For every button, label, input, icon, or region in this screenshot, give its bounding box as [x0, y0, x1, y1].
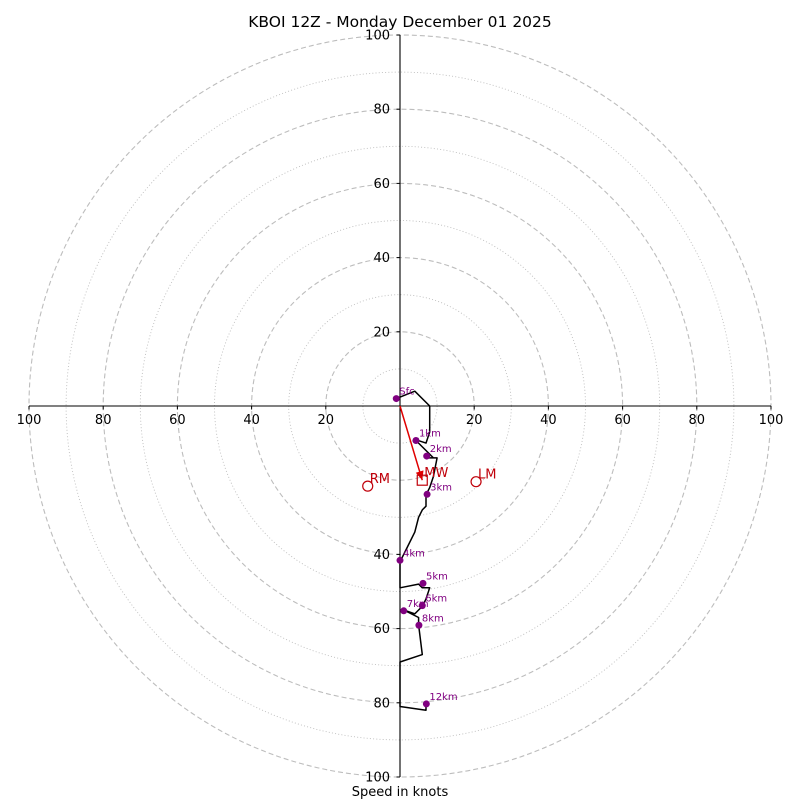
- x-tick-label: 100: [759, 413, 784, 428]
- height-label-2km: 2km: [430, 444, 452, 455]
- height-label-4km: 4km: [403, 548, 425, 559]
- height-point-5km: [419, 579, 427, 587]
- y-tick-label: 80: [373, 103, 390, 118]
- vector-marker-RM: [362, 480, 374, 492]
- height-point-4km: [396, 556, 404, 564]
- height-label-1km: 1km: [419, 429, 441, 440]
- height-label-Sfc: Sfc: [399, 387, 414, 398]
- vector-label-RM: RM: [370, 472, 390, 487]
- height-point-7km: [400, 607, 408, 615]
- y-tick-label: 100: [365, 771, 390, 786]
- height-point-6km: [418, 602, 426, 610]
- height-label-7km: 7km: [407, 599, 429, 610]
- x-tick-label: 40: [243, 413, 260, 428]
- height-label-12km: 12km: [429, 692, 457, 703]
- x-tick-label: 80: [689, 413, 706, 428]
- x-tick-label: 20: [466, 413, 483, 428]
- storm-motion-vectors: MW LM RM: [362, 466, 497, 492]
- height-point-12km: [422, 700, 430, 708]
- y-tick-label: 60: [373, 177, 390, 192]
- x-tick-label: 100: [17, 413, 42, 428]
- height-point-3km: [423, 490, 431, 498]
- x-tick-label: 20: [318, 413, 335, 428]
- vector-marker-LM: [470, 476, 482, 488]
- height-point-2km: [423, 452, 431, 460]
- y-tick-label: 40: [373, 251, 390, 266]
- height-label-6km: 6km: [425, 594, 447, 605]
- x-tick-label: 40: [540, 413, 557, 428]
- vector-marker-MW: [416, 474, 428, 486]
- y-tick-label: 80: [373, 696, 390, 711]
- x-tick-label: 60: [169, 413, 186, 428]
- vector-label-LM: LM: [478, 468, 496, 483]
- y-tick-label: 20: [373, 325, 390, 340]
- x-tick-label: 60: [614, 413, 631, 428]
- height-label-5km: 5km: [426, 571, 448, 582]
- mean-wind-arrow: [399, 405, 423, 481]
- height-label-3km: 3km: [430, 482, 452, 493]
- y-tick-labels: 100 80 60 40 20 40 60 80 100: [365, 29, 400, 786]
- x-tick-label: 80: [95, 413, 112, 428]
- height-point-1km: [412, 437, 420, 445]
- y-tick-label: 100: [365, 29, 390, 44]
- y-tick-label: 60: [373, 622, 390, 637]
- height-point-8km: [415, 621, 423, 629]
- chart-title: KBOI 12Z - Monday December 01 2025: [248, 13, 552, 31]
- height-point-Sfc: [392, 395, 400, 403]
- y-tick-label: 40: [373, 548, 390, 563]
- x-tick-labels: 100 80 60 40 20 20 40 60 80 100: [17, 406, 784, 428]
- height-label-8km: 8km: [422, 613, 444, 624]
- vector-label-MW: MW: [424, 466, 448, 481]
- x-axis-label: Speed in knots: [352, 785, 449, 800]
